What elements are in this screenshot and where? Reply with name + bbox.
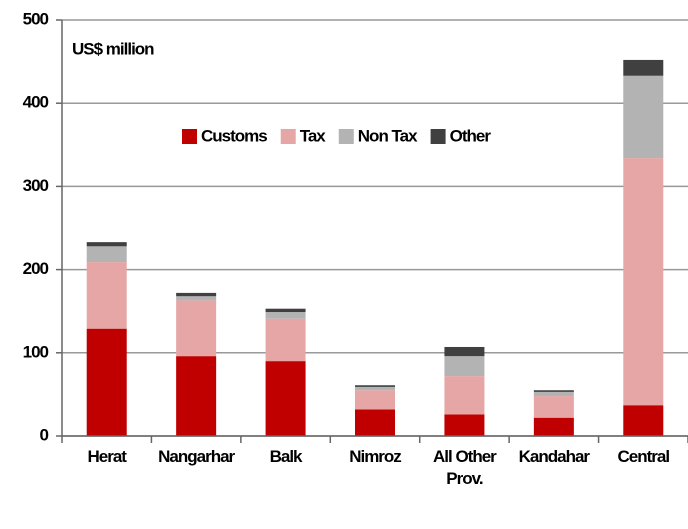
bar-segment [355,386,395,391]
y-tick-label: 400 [23,93,49,112]
y-tick-label: 0 [40,425,49,444]
x-tick-label: Balk [269,447,303,466]
bar-segment [355,385,395,387]
bar-segment [355,409,395,436]
bar-segment [533,390,574,392]
bar-segment [533,396,574,418]
bar-segment [444,376,485,415]
bar-segment [176,296,217,301]
chart-title: US$ million [72,39,154,58]
bar-segment [176,300,217,357]
bar-segment [623,158,664,406]
bar-segment [176,356,217,436]
bar-segment [86,262,127,329]
bar-segment [265,318,306,362]
bar-segment [444,356,485,377]
x-tick-label: Nimroz [349,447,402,466]
bar-segment [265,312,306,319]
legend-label: Other [450,126,492,145]
bar-segment [86,328,127,436]
bar-segment [444,414,485,436]
legend-swatch [280,129,296,144]
bar-segment [533,391,574,397]
bar-segment [176,292,217,297]
bar-segment [623,405,664,436]
bar-segment [623,75,664,159]
y-tick-label: 100 [23,342,49,361]
bar-segment [86,246,127,263]
bar-segment [533,417,574,436]
bar-segment [86,242,127,247]
legend-swatch [338,129,354,144]
x-tick-label: Kandahar [518,447,590,466]
legend-label: Customs [201,126,267,145]
legend-swatch [182,129,197,144]
bar-segment [623,59,664,76]
y-tick-label: 200 [23,259,49,278]
bar-segment [265,361,306,436]
y-tick-label: 300 [23,176,49,195]
legend-label: Tax [300,126,327,145]
x-tick-label: Central [617,447,670,466]
bar-segment [444,346,485,357]
x-tick-label: All Other Prov. [433,447,497,488]
bar-segment [355,390,395,410]
bar-segment [265,308,306,313]
y-tick-label: 500 [23,9,49,28]
x-tick-label: Herat [87,447,126,466]
x-tick-label: Nangarhar [158,447,235,466]
legend-label: Non Tax [358,126,418,145]
legend-swatch [430,129,446,144]
